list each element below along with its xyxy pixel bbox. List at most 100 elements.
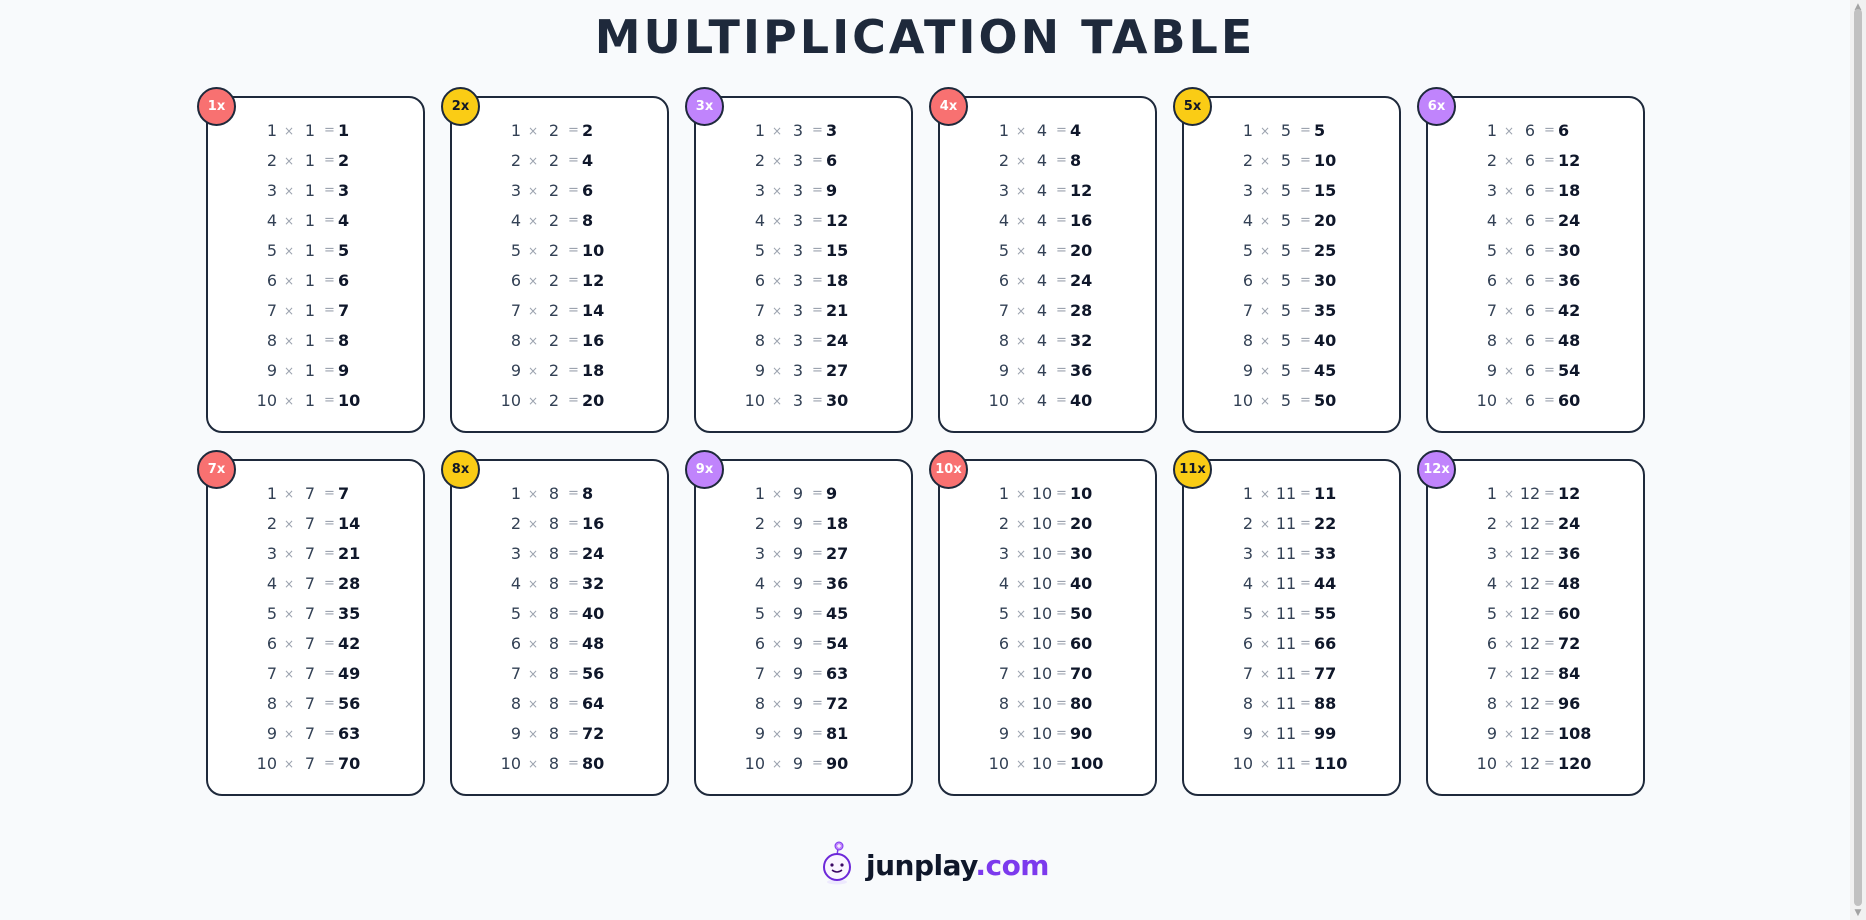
- product: 120: [1558, 754, 1592, 773]
- times-sign: ×: [528, 364, 539, 378]
- multiplier: 5: [510, 241, 521, 260]
- multiplier: 9: [1242, 361, 1253, 380]
- table-row: 8 × 7 = 56: [208, 689, 423, 719]
- equals-sign: =: [568, 243, 579, 258]
- scrollbar-thumb[interactable]: [1854, 9, 1862, 906]
- product: 6: [338, 271, 350, 290]
- multiplier: 9: [754, 361, 765, 380]
- times-sign: ×: [528, 214, 539, 228]
- multiplier: 7: [998, 664, 1009, 683]
- equals-sign: =: [568, 516, 579, 531]
- times-sign: ×: [772, 184, 783, 198]
- product: 32: [1070, 331, 1093, 350]
- times-sign: ×: [1260, 607, 1271, 621]
- multiplier: 9: [998, 361, 1009, 380]
- multiplier: 7: [1242, 301, 1253, 320]
- table-badge: 7x: [197, 450, 236, 489]
- vertical-scrollbar[interactable]: ▲ ▼: [1850, 0, 1866, 920]
- product: 4: [338, 211, 350, 230]
- multiplier: 5: [1486, 604, 1497, 623]
- factor: 1: [304, 241, 316, 260]
- equals-sign: =: [1300, 696, 1311, 711]
- times-sign: ×: [284, 667, 295, 681]
- equals-sign: =: [324, 516, 335, 531]
- table-row: 1 × 3 = 3: [696, 116, 911, 146]
- times-sign: ×: [528, 487, 539, 501]
- product: 54: [1558, 361, 1581, 380]
- table-row: 1 × 8 = 8: [452, 479, 667, 509]
- multiplier: 2: [266, 151, 277, 170]
- table-row: 10 × 9 = 90: [696, 749, 911, 779]
- multiplier: 10: [1232, 754, 1253, 773]
- product: 8: [338, 331, 350, 350]
- table-row: 9 × 1 = 9: [208, 356, 423, 386]
- table-row: 9 × 9 = 81: [696, 719, 911, 749]
- table-row: 7 × 9 = 63: [696, 659, 911, 689]
- table-row: 2 × 3 = 6: [696, 146, 911, 176]
- factor: 7: [304, 544, 316, 563]
- table-row: 1 × 7 = 7: [208, 479, 423, 509]
- multiplier: 4: [754, 211, 765, 230]
- times-sign: ×: [528, 727, 539, 741]
- equals-sign: =: [324, 636, 335, 651]
- equals-sign: =: [1300, 666, 1311, 681]
- equals-sign: =: [324, 183, 335, 198]
- factor: 6: [1524, 151, 1536, 170]
- equals-sign: =: [1056, 546, 1067, 561]
- table-row: 8 × 5 = 40: [1184, 326, 1399, 356]
- factor: 6: [1524, 241, 1536, 260]
- product: 22: [1314, 514, 1337, 533]
- chevron-down-icon[interactable]: ▼: [1854, 908, 1862, 918]
- equals-sign: =: [812, 213, 823, 228]
- product: 3: [338, 181, 350, 200]
- times-sign: ×: [1504, 667, 1515, 681]
- table-row: 2 × 12 = 24: [1428, 509, 1643, 539]
- factor: 2: [548, 211, 560, 230]
- equals-sign: =: [1056, 756, 1067, 771]
- multiplier: 6: [1242, 634, 1253, 653]
- product: 6: [1558, 121, 1570, 140]
- product: 24: [582, 544, 605, 563]
- factor: 6: [1524, 181, 1536, 200]
- factor: 10: [1031, 664, 1053, 683]
- factor: 10: [1031, 604, 1053, 623]
- equals-sign: =: [1300, 183, 1311, 198]
- table-row: 8 × 1 = 8: [208, 326, 423, 356]
- times-sign: ×: [772, 274, 783, 288]
- table-row: 4 × 1 = 4: [208, 206, 423, 236]
- multiplier: 9: [266, 724, 277, 743]
- multiplier: 9: [754, 724, 765, 743]
- times-sign: ×: [1016, 244, 1027, 258]
- table-row: 8 × 9 = 72: [696, 689, 911, 719]
- table-row: 5 × 10 = 50: [940, 599, 1155, 629]
- product: 27: [826, 544, 849, 563]
- multiplier: 6: [1242, 271, 1253, 290]
- equals-sign: =: [1544, 153, 1555, 168]
- factor: 6: [1524, 121, 1536, 140]
- times-sign: ×: [528, 394, 539, 408]
- footer-brand[interactable]: junplay.com: [818, 840, 1049, 890]
- times-sign: ×: [1260, 577, 1271, 591]
- times-sign: ×: [1016, 487, 1027, 501]
- equals-sign: =: [324, 363, 335, 378]
- multiplier: 8: [1242, 694, 1253, 713]
- table-card-7: 7x 1 × 7 = 7 2 × 7 = 14 3 × 7 = 21 4 × 7 = 28 5 × 7 = 35 6 × 7 = 42 7 × 7…: [197, 450, 425, 796]
- factor: 6: [1524, 301, 1536, 320]
- table-row: 1 × 5 = 5: [1184, 116, 1399, 146]
- chevron-up-icon[interactable]: ▲: [1854, 2, 1862, 12]
- multiplier: 6: [754, 271, 765, 290]
- equals-sign: =: [1056, 153, 1067, 168]
- product: 90: [1070, 724, 1093, 743]
- table-badge: 1x: [197, 87, 236, 126]
- table-row: 6 × 4 = 24: [940, 266, 1155, 296]
- times-sign: ×: [772, 637, 783, 651]
- multiplier: 4: [266, 211, 277, 230]
- multiplier: 2: [1242, 514, 1253, 533]
- factor: 3: [792, 181, 804, 200]
- factor: 4: [1036, 151, 1048, 170]
- times-sign: ×: [1016, 667, 1027, 681]
- factor: 4: [1036, 211, 1048, 230]
- multiplier: 10: [988, 391, 1009, 410]
- multiplier: 3: [1242, 544, 1253, 563]
- times-sign: ×: [772, 244, 783, 258]
